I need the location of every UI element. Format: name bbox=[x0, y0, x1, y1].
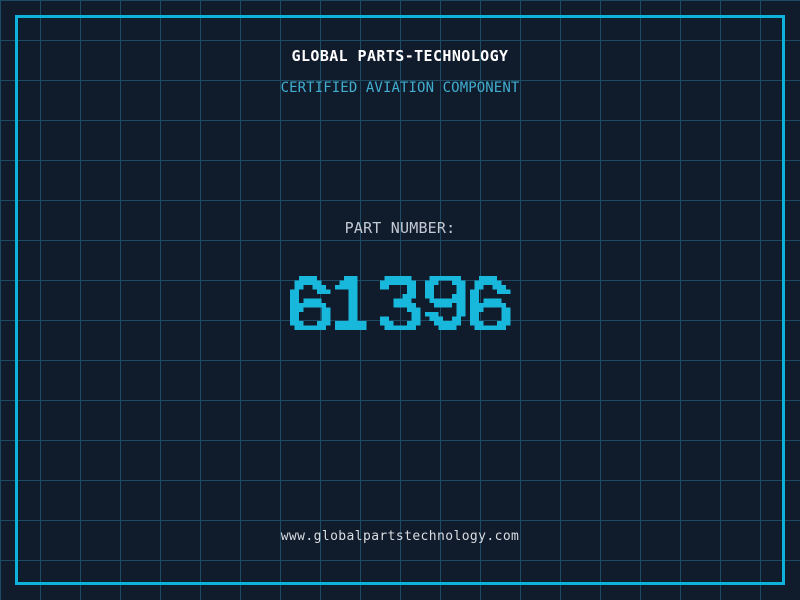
company-title: GLOBAL PARTS-TECHNOLOGY bbox=[291, 47, 509, 65]
part-number-digits bbox=[289, 276, 511, 330]
website-url: www.globalpartstechnology.com bbox=[280, 529, 520, 544]
frame-border bbox=[15, 15, 785, 585]
certification-subtitle: CERTIFIED AVIATION COMPONENT bbox=[280, 80, 520, 96]
part-number-value bbox=[289, 276, 511, 330]
part-number-label: PART NUMBER: bbox=[344, 219, 456, 237]
